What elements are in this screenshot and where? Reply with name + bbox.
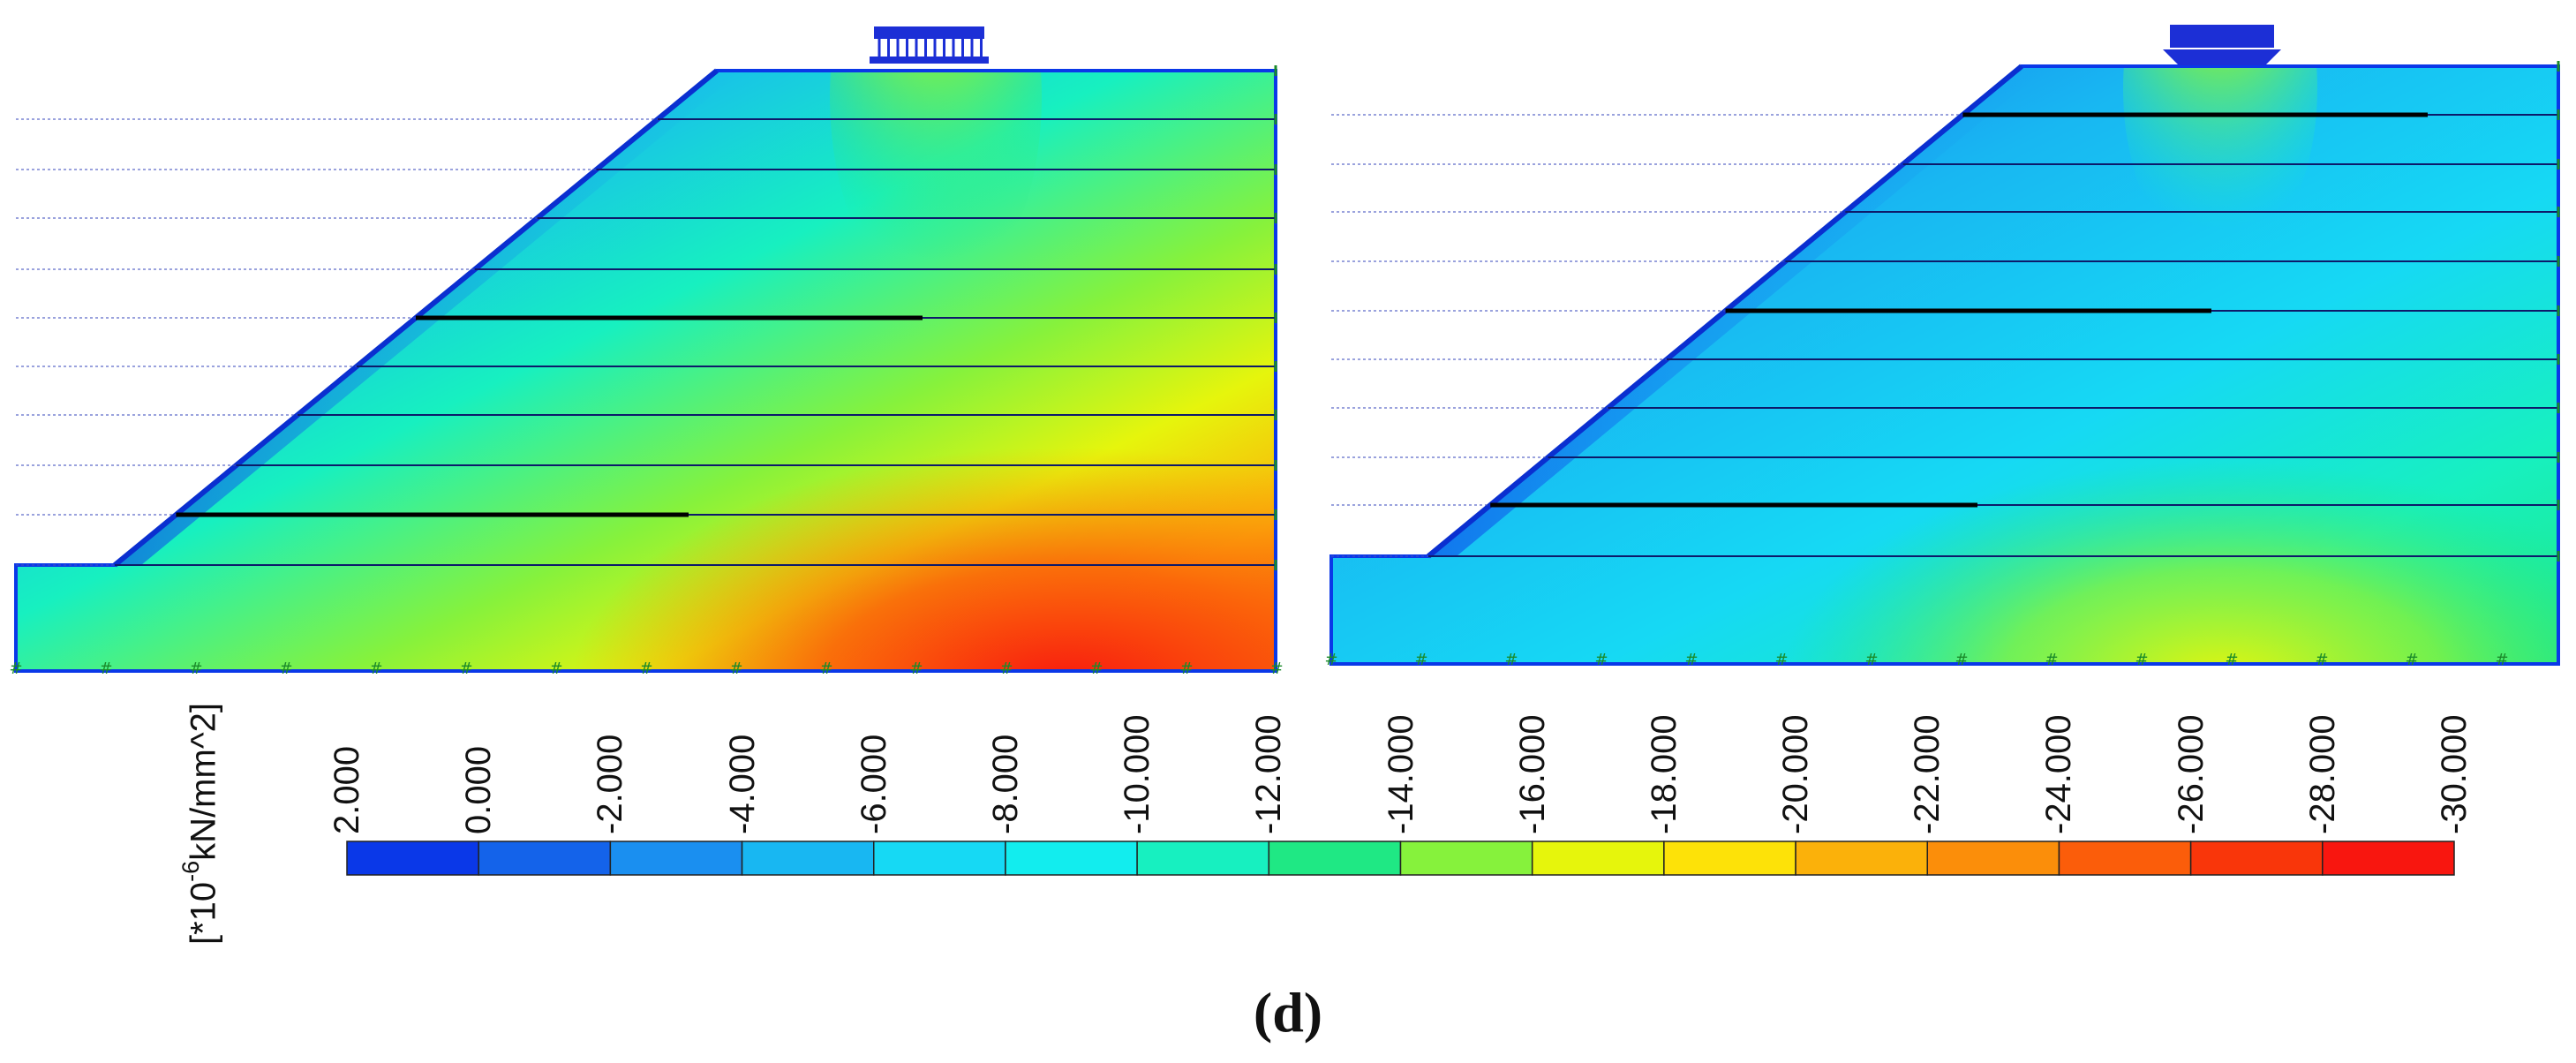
colorbar-swatch [609, 841, 743, 876]
fixity-mark: # [819, 660, 832, 678]
fixity-mark: # [99, 660, 112, 678]
colorbar-swatch [1795, 841, 1928, 876]
fixity-mark: # [2405, 651, 2418, 669]
fixity-mark: # [2135, 651, 2148, 669]
fixity-mark: # [369, 660, 382, 678]
right-boundary-marks: # # # # # # # # # # # # # # [1324, 61, 2560, 669]
fixity-mark: # [1414, 651, 1427, 669]
colorbar-swatch [2322, 841, 2455, 876]
colorbar-tick-label: -2.000 [591, 734, 630, 834]
colorbar-tick-label: -4.000 [722, 734, 762, 834]
colorbar-swatch [1399, 841, 1533, 876]
colorbar-swatch [478, 841, 612, 876]
fixity-mark: # [729, 660, 742, 678]
right-surface-load-icon [2163, 25, 2281, 65]
fixity-mark: # [1269, 660, 1283, 678]
fixity-mark: # [1594, 651, 1608, 669]
fixity-mark: # [909, 660, 923, 678]
left-stress-panel: # # # # # # # # # # # # # # # [0, 0, 1298, 680]
fixity-mark: # [2315, 651, 2328, 669]
left-boundary-marks: # # # # # # # # # # # # # # # [9, 65, 1284, 678]
fixity-mark: # [459, 660, 472, 678]
colorbar-tick-label: -8.000 [985, 734, 1025, 834]
colorbar-tick-label: -28.000 [2302, 714, 2342, 834]
colorbar-tick-label: -30.000 [2435, 714, 2474, 834]
fixity-mark: # [639, 660, 652, 678]
colorbar-tick-label: -6.000 [854, 734, 893, 834]
fixity-mark: # [2225, 651, 2238, 669]
colorbar-tick-label: -12.000 [1249, 714, 1289, 834]
colorbar-tick-label: -26.000 [2171, 714, 2211, 834]
fixity-mark: # [1684, 651, 1698, 669]
fixity-mark: # [2495, 651, 2508, 669]
fixity-mark: # [189, 660, 202, 678]
colorbar-tick-label: -18.000 [1644, 714, 1683, 834]
unit-label: [*10-6kN/mm^2] [177, 703, 223, 945]
fixity-mark: # [549, 660, 562, 678]
colorbar-tick-label: -16.000 [1512, 714, 1552, 834]
colorbar-swatch [1663, 841, 1796, 876]
colorbar-swatch [2058, 841, 2192, 876]
left-surface-load-icon [870, 26, 989, 64]
left-stress-contour: # # # # # # # # # # # # # # # [9, 26, 1284, 678]
left-reinforcement-layers [16, 118, 1276, 566]
fixity-mark: # [1864, 651, 1878, 669]
colorbar-tick-label: -10.000 [1118, 714, 1157, 834]
colorbar-swatch [346, 841, 479, 876]
right-stress-panel: # # # # # # # # # # # # # # [1315, 0, 2576, 680]
colorbar-swatch [1531, 841, 1665, 876]
colorbar-swatch [2189, 841, 2324, 876]
fixity-mark: # [279, 660, 292, 678]
fixity-mark: # [2045, 651, 2058, 669]
fixity-mark: # [1089, 660, 1103, 678]
colorbar-swatch [1926, 841, 2060, 876]
fixity-mark: # [1774, 651, 1788, 669]
colorbar-tick-label: -22.000 [1908, 714, 1947, 834]
right-stress-contour: # # # # # # # # # # # # # # [1324, 25, 2560, 669]
colorbar-tick-label: 2.000 [328, 745, 366, 834]
colorbar-swatch [873, 841, 1006, 876]
fixity-mark: # [9, 660, 22, 678]
colorbar-legend [0, 680, 2576, 971]
fixity-mark: # [1324, 651, 1337, 669]
right-reinforcement-layers [1331, 112, 2558, 557]
fixity-mark: # [1504, 651, 1518, 669]
fixity-mark: # [999, 660, 1013, 678]
colorbar-swatch [1136, 841, 1270, 876]
colorbar-swatch [1268, 841, 1402, 876]
colorbar [346, 841, 2455, 876]
colorbar-tick-label: -20.000 [1776, 714, 1816, 834]
colorbar-tick-label: -24.000 [2039, 714, 2079, 834]
colorbar-tick-label: 0.000 [459, 745, 499, 834]
colorbar-swatch [741, 841, 875, 876]
colorbar-swatch [1005, 841, 1138, 876]
figure-caption: (d) [1253, 981, 1323, 1044]
fixity-mark: # [1179, 660, 1193, 678]
fixity-mark: # [1955, 651, 1968, 669]
colorbar-tick-label: -14.000 [1381, 714, 1420, 834]
